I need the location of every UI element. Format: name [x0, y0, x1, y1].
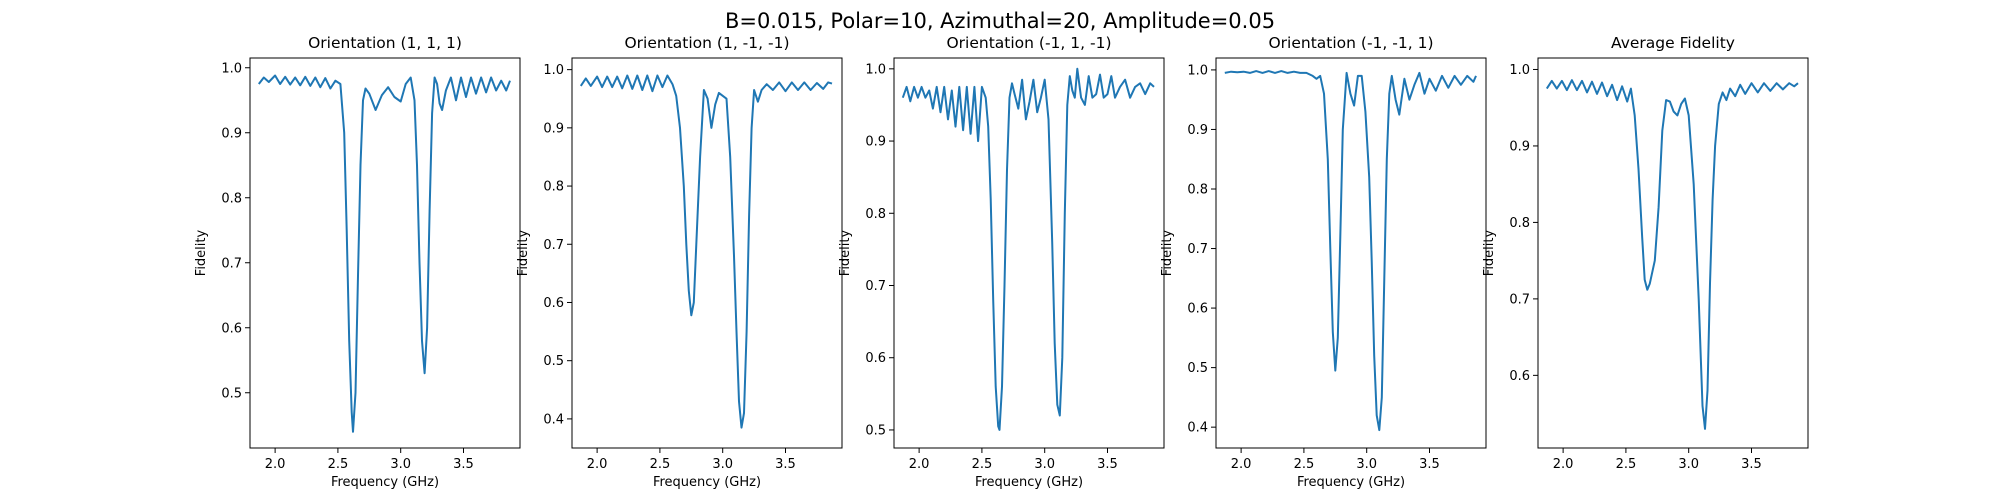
x-tick-label: 3.0 — [1356, 457, 1377, 472]
x-tick-label: 2.5 — [650, 457, 671, 472]
axes-frame — [1215, 57, 1487, 449]
x-tick-label: 2.0 — [1231, 457, 1252, 472]
axes-frame — [893, 57, 1165, 449]
y-axis-label: Fidelity — [194, 229, 209, 276]
subplot-5: Average Fidelity 2.0 2.5 3.0 3.5 0.6 0.7 0.8 0.9… — [1482, 34, 1809, 472]
x-tick-label: 2.0 — [909, 457, 930, 472]
panel-title: Orientation (-1, -1, 1) — [1268, 34, 1433, 52]
y-tick-label: 0.8 — [865, 207, 886, 222]
x-tick-label: 3.0 — [1034, 457, 1055, 472]
panel-title: Orientation (-1, 1, -1) — [946, 34, 1111, 52]
y-tick-label: 1.0 — [1187, 63, 1208, 78]
y-tick-label: 0.4 — [1187, 421, 1208, 436]
subplot-2: Orientation (1, -1, -1) 2.0 2.5 3.0 3.5 0.4 0.… — [516, 34, 843, 490]
x-tick-label: 3.5 — [1741, 457, 1762, 472]
x-tick-label: 2.0 — [587, 457, 608, 472]
y-tick-label: 0.7 — [1509, 292, 1530, 307]
y-tick-label: 0.6 — [1509, 369, 1530, 384]
x-tick-label: 3.0 — [390, 457, 411, 472]
x-tick-label: 3.0 — [1678, 457, 1699, 472]
y-tick-label: 0.7 — [1187, 242, 1208, 257]
y-tick-label: 0.7 — [543, 238, 564, 253]
y-tick-label: 0.8 — [543, 180, 564, 195]
x-tick-label: 2.5 — [1294, 457, 1315, 472]
y-tick-label: 0.9 — [1187, 123, 1208, 138]
y-tick-label: 0.5 — [543, 354, 564, 369]
x-tick-label: 3.5 — [1419, 457, 1440, 472]
x-tick-label: 2.5 — [972, 457, 993, 472]
x-tick-label: 2.0 — [1553, 457, 1574, 472]
y-tick-label: 0.8 — [1509, 216, 1530, 231]
y-tick-label: 0.6 — [543, 296, 564, 311]
y-axis-label: Fidelity — [838, 229, 853, 276]
fidelity-line — [901, 67, 1155, 431]
y-tick-label: 0.4 — [543, 412, 564, 427]
y-axis-label: Fidelity — [1482, 229, 1497, 276]
y-tick-label: 0.6 — [221, 321, 242, 336]
subplot-panels: Orientation (1, 1, 1) 2.0 2.5 3.0 3.5 0.5 0.6 0… — [194, 34, 1809, 490]
y-tick-label: 0.6 — [865, 351, 886, 366]
panel-title: Orientation (1, 1, 1) — [308, 34, 462, 52]
x-tick-label: 2.5 — [1616, 457, 1637, 472]
y-axis-label: Fidelity — [516, 229, 531, 276]
subplot-4: Orientation (-1, -1, 1) 2.0 2.5 3.0 3.5 0.4 0.… — [1160, 34, 1487, 490]
y-tick-label: 0.5 — [865, 423, 886, 438]
y-tick-label: 0.5 — [221, 386, 242, 401]
x-axis-label: Frequency (GHz) — [653, 475, 761, 490]
x-tick-label: 3.5 — [1097, 457, 1118, 472]
figure-suptitle: B=0.015, Polar=10, Azimuthal=20, Amplitu… — [725, 9, 1275, 33]
y-tick-label: 1.0 — [221, 61, 242, 76]
x-tick-label: 2.0 — [265, 457, 286, 472]
x-tick-label: 3.0 — [712, 457, 733, 472]
x-tick-label: 3.5 — [453, 457, 474, 472]
y-tick-label: 0.8 — [1187, 182, 1208, 197]
axes-frame — [571, 57, 843, 449]
y-tick-label: 1.0 — [1509, 63, 1530, 78]
fidelity-line — [579, 74, 833, 429]
panel-title: Orientation (1, -1, -1) — [624, 34, 789, 52]
x-axis-label: Frequency (GHz) — [975, 475, 1083, 490]
y-tick-label: 0.9 — [221, 126, 242, 141]
fidelity-line — [258, 74, 511, 433]
y-tick-label: 0.9 — [1509, 139, 1530, 154]
y-tick-label: 0.5 — [1187, 361, 1208, 376]
y-axis-label: Fidelity — [1160, 229, 1175, 276]
panel-title: Average Fidelity — [1611, 34, 1735, 52]
x-tick-label: 2.5 — [328, 457, 349, 472]
y-tick-label: 0.7 — [865, 279, 886, 294]
y-tick-label: 0.6 — [1187, 302, 1208, 317]
y-tick-label: 0.7 — [221, 256, 242, 271]
y-tick-label: 0.9 — [865, 135, 886, 150]
y-tick-label: 0.9 — [543, 121, 564, 136]
y-tick-label: 1.0 — [543, 63, 564, 78]
x-axis-label: Frequency (GHz) — [1297, 475, 1405, 490]
subplot-3: Orientation (-1, 1, -1) 2.0 2.5 3.0 3.5 0.5 0.… — [838, 34, 1165, 490]
subplot-1: Orientation (1, 1, 1) 2.0 2.5 3.0 3.5 0.5 0.6 0… — [194, 34, 521, 490]
fidelity-line — [1224, 70, 1477, 432]
y-tick-label: 1.0 — [865, 62, 886, 77]
axes-frame — [249, 57, 521, 449]
x-tick-label: 3.5 — [775, 457, 796, 472]
fidelity-line — [1545, 79, 1799, 430]
y-tick-label: 0.8 — [221, 191, 242, 206]
x-axis-label: Frequency (GHz) — [331, 475, 439, 490]
axes-frame — [1537, 57, 1809, 449]
